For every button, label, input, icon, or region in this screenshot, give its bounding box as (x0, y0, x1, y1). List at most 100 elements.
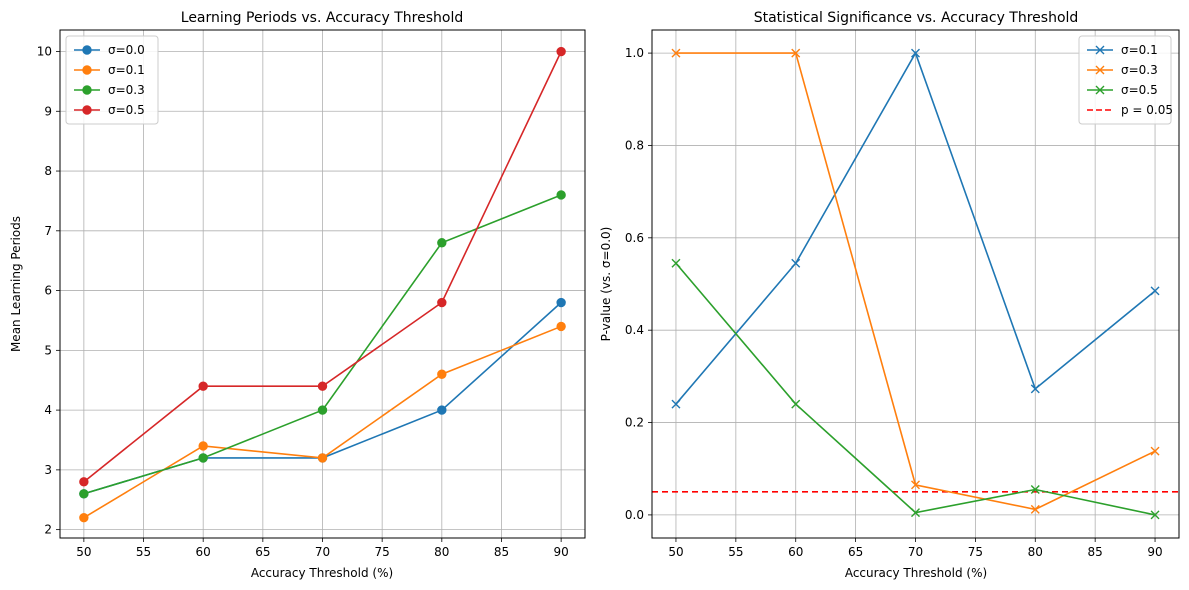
left-x-tick-label: 55 (136, 545, 151, 559)
left-data-point-1-2 (317, 453, 328, 463)
right-x-tick-label: 60 (788, 545, 803, 559)
left-legend-marker (82, 45, 92, 55)
right-data-point-1-0 (671, 48, 681, 58)
right-data-point-0-1 (791, 258, 801, 268)
right-y-tick-label: 0.6 (625, 231, 644, 245)
left-legend-label: σ=0.0 (108, 43, 145, 57)
left-data-point-2-3 (437, 238, 447, 248)
right-plot-frame (651, 29, 1180, 539)
right-legend-label: σ=0.5 (1121, 83, 1158, 97)
left-y-tick-label: 5 (44, 343, 52, 357)
left-y-tick-label: 2 (44, 523, 52, 537)
left-data-point-2-1 (198, 453, 208, 463)
right-data-point-0-2 (911, 48, 920, 58)
left-data-point-3-0 (79, 477, 89, 487)
right-ticks: 50 55 60 65 70 75 80 85 90 0.0 0.2 0.4 0.6 0.8 1.0 (625, 46, 1163, 559)
left-data-point-2-4 (556, 190, 566, 200)
left-chart-title: Learning Periods vs. Accuracy Threshold (181, 10, 463, 26)
right-x-tick-label: 85 (1088, 545, 1103, 559)
right-legend-box (1078, 35, 1172, 125)
left-plot-frame (59, 29, 586, 539)
left-legend-marker (82, 105, 92, 115)
right-y-tick-label: 0.8 (625, 138, 644, 152)
left-data-point-1-1 (198, 441, 208, 451)
left-y-tick-label: 7 (44, 224, 52, 238)
left-data-point-3-4 (556, 46, 566, 57)
left-data-point-0-4 (556, 297, 566, 308)
right-data-point-2-0 (671, 258, 681, 268)
left-legend-marker (82, 65, 92, 75)
left-legend-marker (82, 85, 92, 95)
left-chart: Learning Periods vs. Accuracy Threshold … (9, 10, 586, 580)
right-y-tick-label: 1.0 (625, 46, 644, 60)
left-x-tick-label: 85 (494, 545, 509, 559)
right-y-tick-label: 0.0 (625, 508, 644, 522)
left-ticks: 50 55 60 65 70 75 80 85 90 2 3 4 5 6 7 8 9 10 (37, 45, 569, 559)
right-legend-marker (1095, 85, 1105, 95)
right-x-tick-label: 75 (968, 545, 983, 559)
right-y-tick-label: 0.2 (625, 416, 644, 430)
left-y-tick-label: 8 (44, 164, 52, 178)
left-x-axis-label: Accuracy Threshold (%) (251, 566, 393, 580)
right-x-axis-label: Accuracy Threshold (%) (845, 566, 987, 580)
left-data-point-2-0 (79, 489, 89, 499)
left-series (79, 46, 566, 523)
right-chart-title: Statistical Significance vs. Accuracy Th… (754, 10, 1079, 26)
left-data-point-3-3 (437, 297, 447, 308)
left-legend-label: σ=0.1 (108, 63, 145, 77)
right-legend-label: σ=0.1 (1121, 43, 1158, 57)
left-x-tick-label: 75 (375, 545, 390, 559)
left-y-axis-label: Mean Learning Periods (9, 216, 23, 352)
right-data-point-1-4 (1150, 446, 1160, 456)
right-legend-label: p = 0.05 (1121, 103, 1173, 117)
right-data-point-2-4 (1150, 510, 1160, 520)
left-x-tick-label: 80 (434, 545, 449, 559)
right-x-tick-label: 50 (668, 545, 683, 559)
left-x-tick-label: 90 (553, 545, 568, 559)
left-grid (60, 30, 585, 538)
left-y-tick-label: 9 (44, 104, 52, 118)
right-data-point-1-2 (911, 480, 920, 490)
right-data-point-2-2 (911, 508, 920, 518)
left-y-tick-label: 6 (44, 284, 52, 298)
left-x-tick-label: 60 (196, 545, 211, 559)
right-x-tick-label: 90 (1147, 545, 1162, 559)
right-x-tick-label: 55 (728, 545, 743, 559)
left-x-tick-label: 70 (315, 545, 330, 559)
left-legend: σ=0.0 σ=0.1 σ=0.3 σ=0.5 (65, 35, 159, 125)
right-y-tick-label: 0.4 (625, 323, 644, 337)
right-legend-marker (1095, 45, 1105, 55)
left-y-tick-label: 4 (44, 403, 52, 417)
right-series (652, 48, 1179, 520)
right-x-tick-label: 65 (848, 545, 863, 559)
right-y-axis-label: P-value (vs. σ=0.0) (599, 227, 613, 342)
right-data-point-0-3 (1030, 384, 1040, 394)
left-data-point-2-2 (317, 405, 328, 415)
right-chart: Statistical Significance vs. Accuracy Th… (599, 10, 1180, 580)
left-data-point-1-0 (79, 512, 89, 523)
left-legend-label: σ=0.5 (108, 103, 145, 117)
right-data-point-0-0 (671, 399, 681, 409)
left-data-point-3-2 (317, 381, 328, 391)
right-legend-label: σ=0.3 (1121, 63, 1158, 77)
left-data-point-1-4 (556, 321, 566, 332)
right-x-tick-label: 80 (1028, 545, 1043, 559)
left-legend-label: σ=0.3 (108, 83, 145, 97)
left-data-point-3-1 (198, 381, 208, 391)
right-legend-marker (1095, 65, 1105, 75)
left-x-tick-label: 50 (76, 545, 91, 559)
left-legend-box (65, 35, 159, 125)
right-data-point-1-3 (1030, 504, 1040, 514)
left-data-point-0-3 (437, 405, 447, 415)
left-x-tick-label: 65 (255, 545, 270, 559)
right-data-point-2-1 (791, 399, 801, 409)
right-data-point-2-3 (1030, 485, 1040, 495)
right-x-tick-label: 70 (908, 545, 923, 559)
left-y-tick-label: 10 (37, 45, 52, 59)
right-legend: σ=0.1 σ=0.3 σ=0.5 p = 0.05 (1078, 35, 1173, 125)
right-data-point-1-1 (791, 48, 801, 58)
left-y-tick-label: 3 (44, 463, 52, 477)
right-data-point-0-4 (1150, 286, 1160, 296)
left-data-point-1-3 (437, 369, 447, 379)
